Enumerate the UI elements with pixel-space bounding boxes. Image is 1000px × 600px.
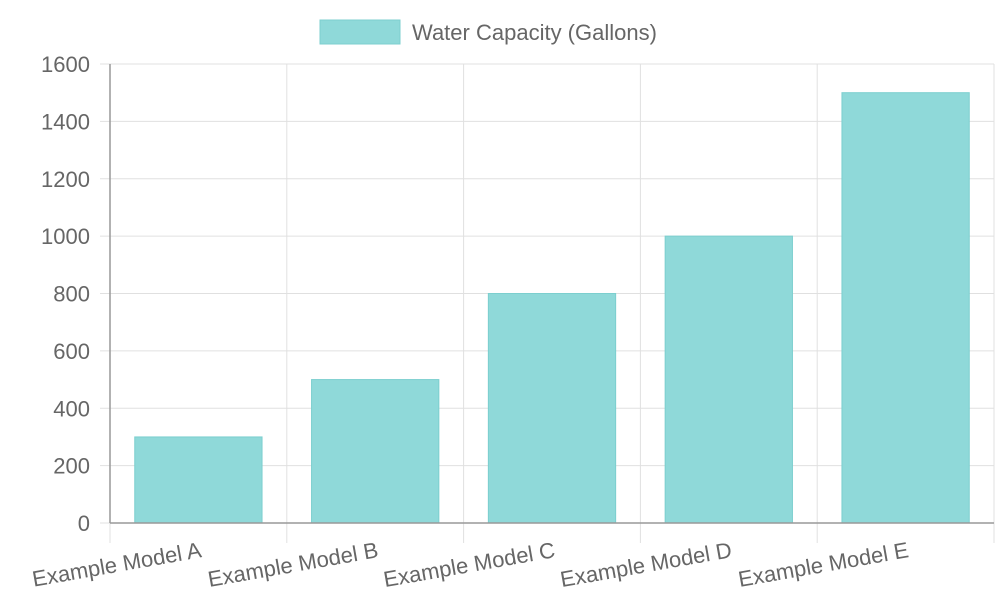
- y-tick-label: 0: [78, 511, 90, 536]
- x-tick-label: Example Model C: [382, 537, 557, 592]
- y-tick-label: 800: [53, 282, 90, 307]
- y-axis-ticks: 0 200 400 600 800 1000 1200 1400 1600: [41, 52, 90, 536]
- y-tick-label: 200: [53, 454, 90, 479]
- x-tick-label: Example Model D: [558, 537, 733, 592]
- legend[interactable]: Water Capacity (Gallons): [319, 19, 657, 45]
- y-tick-label: 600: [53, 339, 90, 364]
- bar[interactable]: [311, 379, 440, 524]
- legend-swatch: [319, 19, 401, 45]
- bar[interactable]: [841, 92, 970, 524]
- axes: [109, 64, 994, 524]
- bar[interactable]: [664, 235, 793, 524]
- bars: [134, 92, 970, 524]
- x-tick-label: Example Model A: [30, 537, 203, 591]
- y-tick-label: 1000: [41, 224, 90, 249]
- x-tick-label: Example Model B: [206, 537, 380, 592]
- y-tick-label: 400: [53, 396, 90, 421]
- legend-label: Water Capacity (Gallons): [412, 20, 657, 45]
- bar[interactable]: [134, 436, 263, 524]
- y-tick-label: 1200: [41, 167, 90, 192]
- bar[interactable]: [487, 293, 617, 524]
- x-axis-ticks: Example Model A Example Model B Example Mo…: [30, 537, 910, 592]
- y-tick-label: 1600: [41, 52, 90, 77]
- x-tick-label: Example Model E: [736, 537, 910, 592]
- y-tick-label: 1400: [41, 109, 90, 134]
